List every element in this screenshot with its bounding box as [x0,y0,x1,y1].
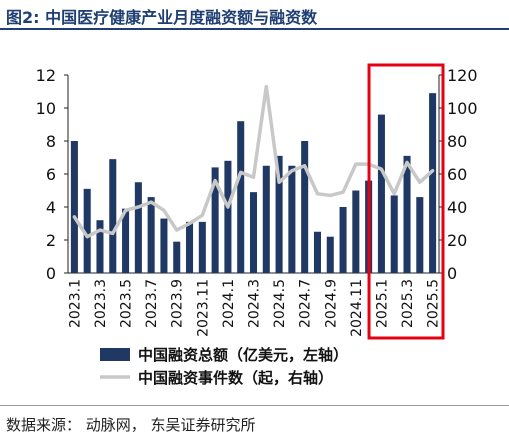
bar [339,207,347,273]
bar [377,114,385,273]
legend-label-bar: 中国融资总额（亿美元，左轴） [138,346,348,364]
chart-title: 图2: 中国医疗健康产业月度融资额与融资数 [6,8,318,27]
bar [134,182,142,273]
x-axis-tick-label: 2023.3 [93,279,109,328]
x-axis-tick-label: 2025.5 [426,279,442,328]
x-axis-tick-label: 2023.7 [144,279,160,328]
bar [288,165,296,273]
bar [96,220,104,273]
x-axis-tick-label: 2023.9 [170,279,186,328]
right-axis-tick-label: 60 [447,165,467,184]
x-axis-tick-label: 2024.7 [298,279,314,328]
bar [403,155,411,273]
x-axis-tick-label: 2025.3 [400,279,416,328]
bar [390,195,398,273]
right-axis-tick-label: 100 [447,99,478,118]
bar [70,141,78,273]
x-axis-tick-label: 2024.11 [349,279,365,337]
bar [313,231,321,273]
bar [198,221,206,273]
bar-series [70,93,437,274]
right-axis-tick-label: 0 [447,264,457,283]
bar [237,121,245,273]
left-axis-tick-label: 0 [46,264,56,283]
x-axis-tick-label: 2024.5 [272,279,288,328]
left-axis-tick-label: 8 [46,132,56,151]
bar [429,93,437,274]
title-rule [0,28,509,30]
bar [275,155,283,273]
bar [326,236,334,273]
bar [83,188,91,273]
source-note: 数据来源： 动脉网， 东吴证券研究所 [6,416,256,434]
right-axis-tick-label: 20 [447,231,467,250]
left-axis-tick-label: 10 [36,99,56,118]
x-axis-tick-label: 2023.1 [67,279,83,328]
bar [352,190,360,273]
chart-legend: 中国融资总额（亿美元，左轴） 中国融资事件数（起，右轴） [100,346,348,387]
line-series [72,84,435,239]
left-axis-tick-label: 6 [46,165,56,184]
footer-rule [0,405,509,406]
legend-swatch-bar [100,348,130,361]
right-axis-tick-label: 120 [447,66,478,85]
x-axis-tick-label: 2024.1 [221,279,237,328]
bar [301,141,309,273]
bar [186,221,194,273]
right-axis-tick-label: 40 [447,198,467,217]
right-axis-tick-label: 80 [447,132,467,151]
left-axis-tick-label: 4 [46,198,56,217]
highlight-box-rect [367,63,445,340]
bar [211,167,219,273]
bar [416,197,424,273]
x-axis-tick-label: 2025.1 [374,279,390,328]
event-count-line [72,84,435,239]
x-axis-tick-label: 2023.11 [195,279,211,337]
x-axis-tick-label: 2024.9 [323,279,339,328]
bar [147,197,155,273]
bar [122,208,130,273]
left-axis-tick-label: 12 [36,66,56,85]
bar [173,241,181,273]
highlight-box [367,63,445,340]
x-axis-tick-label: 2024.3 [247,279,263,328]
left-axis-tick-label: 2 [46,231,56,250]
legend-label-line: 中国融资事件数（起，右轴） [138,369,333,387]
bar [109,159,117,273]
bar [224,160,232,273]
x-axis-tick-label: 2023.5 [119,279,135,328]
bar [262,165,270,273]
bar [249,192,258,273]
bar [160,218,168,273]
